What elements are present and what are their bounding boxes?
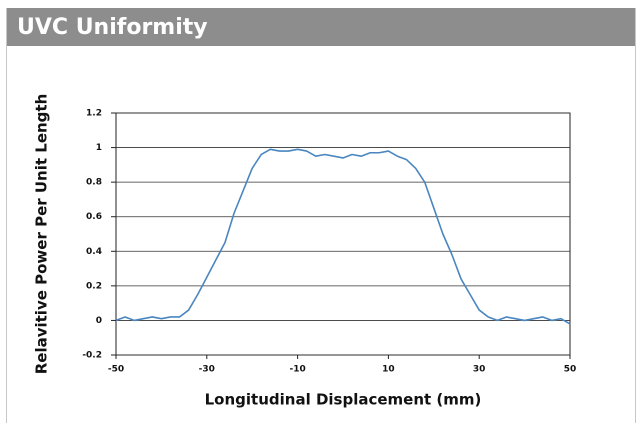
data-line bbox=[115, 148, 571, 325]
y-tick-label: 0.6 bbox=[86, 212, 102, 222]
y-tick-label: 0.4 bbox=[86, 247, 102, 257]
y-tick-label: 0.2 bbox=[86, 281, 102, 291]
x-tick-label: -50 bbox=[108, 365, 124, 375]
x-tick-label: 30 bbox=[473, 365, 486, 375]
y-tick-label: 0 bbox=[96, 316, 102, 326]
panel-header: UVC Uniformity bbox=[7, 8, 635, 46]
x-tick-label: -30 bbox=[199, 365, 215, 375]
x-axis-title: Longitudinal Displacement (mm) bbox=[205, 391, 482, 409]
y-tick-label: 1 bbox=[96, 143, 102, 153]
panel-title: UVC Uniformity bbox=[17, 15, 208, 40]
x-tick-label: 50 bbox=[564, 365, 577, 375]
y-tick-label: -0.2 bbox=[82, 351, 102, 361]
x-tick-label: 10 bbox=[382, 365, 395, 375]
y-tick-label: 0.8 bbox=[86, 178, 102, 188]
x-tick-label: -10 bbox=[289, 365, 305, 375]
y-tick-label: 1.2 bbox=[86, 109, 102, 119]
y-axis-title: Relavitive Power Per Unit Length bbox=[33, 94, 51, 375]
panel: UVC Uniformity bbox=[6, 8, 636, 423]
